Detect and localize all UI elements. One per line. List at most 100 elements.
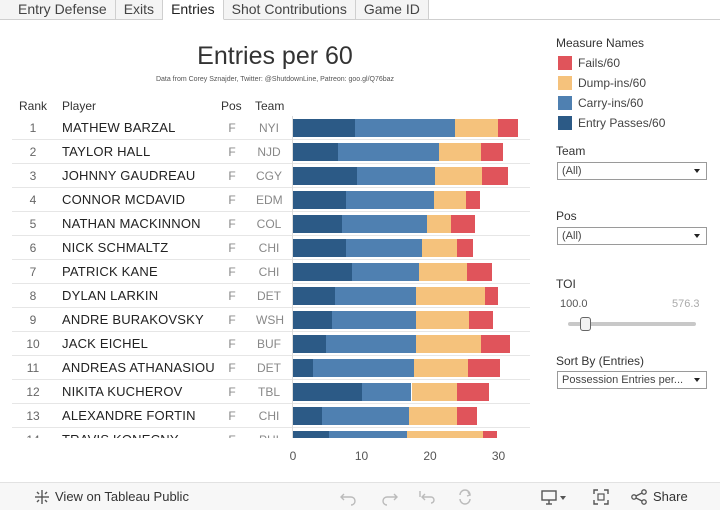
dump-ins-bar[interactable] [408, 407, 457, 425]
dump-ins-bar[interactable] [434, 191, 467, 209]
fails-bar[interactable] [466, 263, 493, 281]
column-header-pos[interactable]: Pos [221, 99, 242, 113]
dump-ins-bar[interactable] [415, 311, 470, 329]
column-header-rank[interactable]: Rank [19, 99, 48, 113]
share-button[interactable]: Share [653, 489, 688, 504]
fails-bar[interactable] [480, 335, 511, 353]
entry-passes-bar[interactable] [293, 239, 347, 257]
column-header-team[interactable]: Team [255, 99, 285, 113]
carry-ins-bar[interactable] [341, 215, 427, 233]
dump-ins-bar[interactable] [419, 263, 467, 281]
tab-entries[interactable]: Entries [163, 0, 224, 20]
download-menu-chevron-icon[interactable] [558, 488, 568, 506]
player-table[interactable]: 1 MATHEW BARZAL F NYI 2 TAYLOR HALL F NJD 3 JOHNN… [12, 116, 530, 438]
entry-passes-bar[interactable] [293, 359, 313, 377]
position-cell: F [228, 241, 236, 255]
carry-ins-bar[interactable] [351, 263, 420, 281]
fails-bar[interactable] [457, 239, 474, 257]
redo-icon[interactable] [381, 488, 399, 506]
dump-ins-bar[interactable] [416, 287, 486, 305]
carry-ins-bar[interactable] [356, 167, 436, 185]
dump-ins-bar[interactable] [426, 215, 452, 233]
dump-ins-bar[interactable] [411, 383, 458, 401]
sort-dropdown[interactable]: Possession Entries per... [557, 371, 707, 389]
pos-filter-dropdown[interactable]: (All) [557, 227, 707, 245]
toi-slider-track[interactable] [568, 322, 696, 326]
dump-ins-bar[interactable] [415, 335, 481, 353]
player-name-cell: NIKITA KUCHEROV [62, 384, 183, 399]
refresh-icon[interactable] [456, 488, 474, 506]
carry-ins-bar[interactable] [335, 287, 417, 305]
table-row[interactable]: 1 MATHEW BARZAL F NYI [12, 116, 530, 140]
fails-bar[interactable] [485, 287, 498, 305]
table-row[interactable]: 12 NIKITA KUCHEROV F TBL [12, 380, 530, 404]
carry-ins-bar[interactable] [332, 311, 416, 329]
carry-ins-bar[interactable] [346, 239, 423, 257]
entry-passes-bar[interactable] [293, 287, 336, 305]
bar-axis-line [292, 116, 293, 438]
entry-passes-bar[interactable] [293, 335, 326, 353]
fails-bar[interactable] [469, 311, 493, 329]
team-filter-dropdown[interactable]: (All) [557, 162, 707, 180]
toi-slider-handle[interactable] [580, 317, 591, 331]
carry-ins-bar[interactable] [354, 119, 456, 137]
table-row[interactable]: 8 DYLAN LARKIN F DET [12, 284, 530, 308]
fails-bar[interactable] [482, 431, 498, 438]
download-icon[interactable] [540, 488, 558, 506]
team-cell: TBL [257, 385, 280, 399]
table-row[interactable]: 2 TAYLOR HALL F NJD [12, 140, 530, 164]
fails-bar[interactable] [481, 143, 504, 161]
table-row[interactable]: 11 ANDREAS ATHANASIOU F DET [12, 356, 530, 380]
table-row[interactable]: 9 ANDRE BURAKOVSKY F WSH [12, 308, 530, 332]
dump-ins-bar[interactable] [438, 143, 482, 161]
tableau-logo-icon[interactable] [33, 488, 51, 506]
tab-entry-defense[interactable]: Entry Defense [0, 0, 116, 20]
fails-bar[interactable] [457, 383, 489, 401]
column-header-player[interactable]: Player [62, 99, 97, 113]
entry-passes-bar[interactable] [293, 431, 330, 438]
share-icon[interactable] [630, 488, 648, 506]
dump-ins-bar[interactable] [455, 119, 498, 137]
table-row[interactable]: 5 NATHAN MACKINNON F COL [12, 212, 530, 236]
revert-icon[interactable] [418, 488, 436, 506]
entry-passes-bar[interactable] [293, 311, 333, 329]
entry-passes-bar[interactable] [293, 167, 357, 185]
fullscreen-icon[interactable] [592, 488, 610, 506]
entry-passes-bar[interactable] [293, 215, 342, 233]
entry-passes-bar[interactable] [293, 383, 363, 401]
fails-bar[interactable] [451, 215, 475, 233]
tab-exits[interactable]: Exits [115, 0, 164, 20]
table-row[interactable]: 10 JACK EICHEL F BUF [12, 332, 530, 356]
table-row[interactable]: 7 PATRICK KANE F CHI [12, 260, 530, 284]
dump-ins-bar[interactable] [435, 167, 483, 185]
dump-ins-bar[interactable] [414, 359, 468, 377]
carry-ins-bar[interactable] [325, 335, 416, 353]
table-row[interactable]: 6 NICK SCHMALTZ F CHI [12, 236, 530, 260]
tab-game-id[interactable]: Game ID [355, 0, 429, 20]
table-row[interactable]: 4 CONNOR MCDAVID F EDM [12, 188, 530, 212]
dump-ins-bar[interactable] [422, 239, 458, 257]
entry-passes-bar[interactable] [293, 191, 346, 209]
entry-passes-bar[interactable] [293, 143, 338, 161]
carry-ins-bar[interactable] [329, 431, 408, 438]
entry-passes-bar[interactable] [293, 119, 355, 137]
fails-bar[interactable] [497, 119, 519, 137]
fails-bar[interactable] [466, 191, 480, 209]
carry-ins-bar[interactable] [322, 407, 409, 425]
fails-bar[interactable] [467, 359, 500, 377]
table-row[interactable]: 3 JOHNNY GAUDREAU F CGY [12, 164, 530, 188]
undo-icon[interactable] [339, 488, 357, 506]
entry-passes-bar[interactable] [293, 263, 352, 281]
carry-ins-bar[interactable] [312, 359, 415, 377]
dump-ins-bar[interactable] [407, 431, 483, 438]
carry-ins-bar[interactable] [345, 191, 435, 209]
view-on-tableau-public-link[interactable]: View on Tableau Public [55, 489, 189, 504]
table-row[interactable]: 14 TRAVIS KONECNY F PHI [12, 428, 530, 438]
tab-shot-contributions[interactable]: Shot Contributions [223, 0, 356, 20]
fails-bar[interactable] [482, 167, 509, 185]
carry-ins-bar[interactable] [337, 143, 439, 161]
entry-passes-bar[interactable] [293, 407, 323, 425]
table-row[interactable]: 13 ALEXANDRE FORTIN F CHI [12, 404, 530, 428]
carry-ins-bar[interactable] [362, 383, 412, 401]
fails-bar[interactable] [456, 407, 477, 425]
